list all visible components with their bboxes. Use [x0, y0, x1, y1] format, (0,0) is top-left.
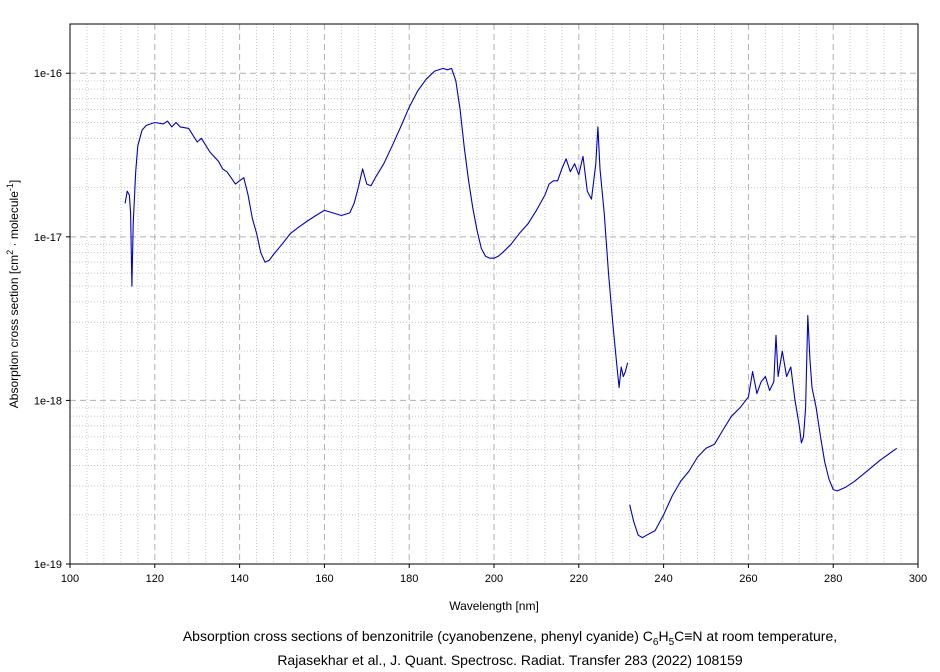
x-tick-label: 220: [570, 573, 588, 585]
caption-line-1: Absorption cross sections of benzonitril…: [182, 628, 838, 648]
x-tick-label: 260: [739, 573, 757, 585]
series-line-segment-2: [629, 315, 898, 539]
x-tick-label: 100: [61, 573, 79, 585]
grid: [70, 24, 918, 564]
x-tick-label: 200: [485, 573, 503, 585]
x-tick-label: 120: [146, 573, 164, 585]
x-tick-label: 140: [230, 573, 248, 585]
x-tick-label: 240: [654, 573, 672, 585]
caption-line-2: Rajasekhar et al., J. Quant. Spectrosc. …: [277, 652, 743, 668]
y-tick-label: 1e-17: [34, 232, 62, 244]
series-line-segment-1: [124, 67, 629, 389]
y-tick-label: 1e-19: [34, 559, 62, 571]
data-series: [124, 67, 898, 539]
y-axis-title: Absorption cross section [cm2 · molecule…: [5, 180, 21, 408]
x-tick-label: 280: [824, 573, 842, 585]
x-tick-label: 160: [315, 573, 333, 585]
chart-svg: 100 120 140 160 180 200 220 240 260 280 300 1e-19 1e…: [5, 23, 927, 613]
x-tick-label: 180: [400, 573, 418, 585]
x-tick-label: 300: [909, 573, 927, 585]
x-axis-title: Wavelength [nm]: [449, 599, 539, 613]
y-tick-label: 1e-16: [34, 68, 62, 80]
y-tick-label: 1e-18: [34, 395, 62, 407]
axis-ticks: 100 120 140 160 180 200 220 240 260 280 300 1e-19 1e…: [34, 68, 927, 585]
